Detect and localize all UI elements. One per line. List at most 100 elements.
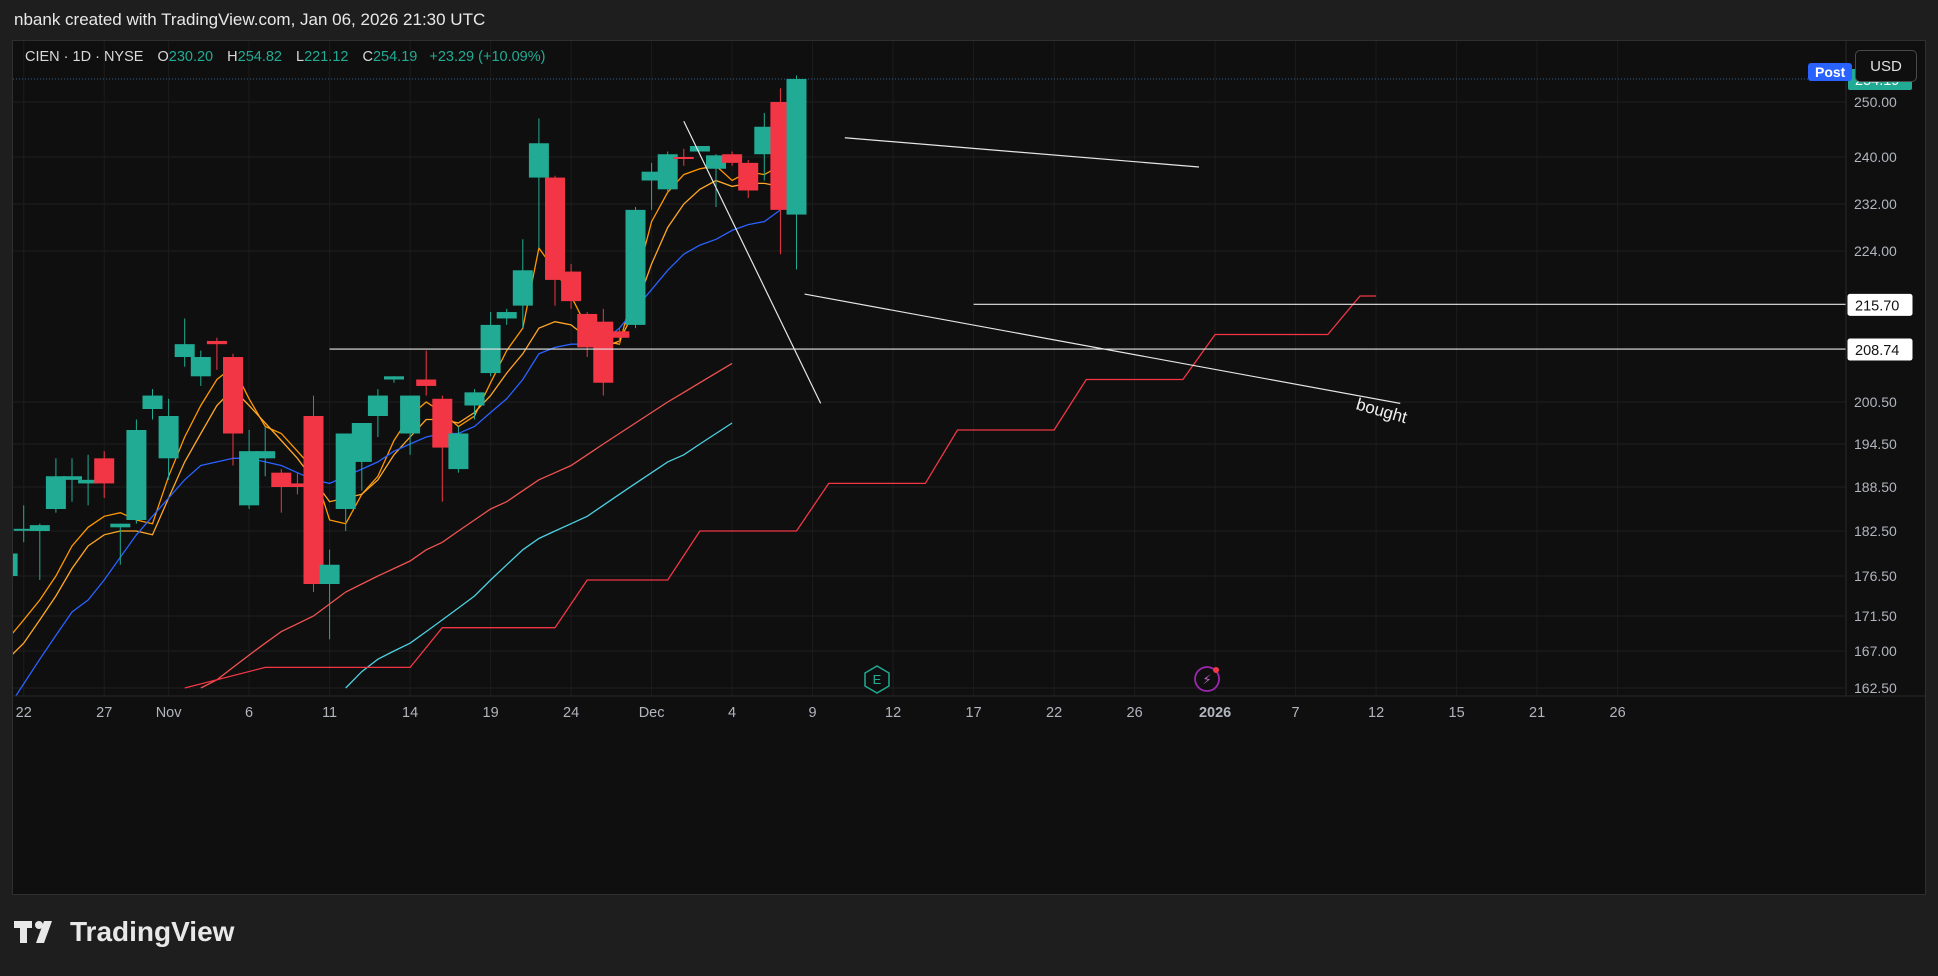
y-tick-label: 182.50 [1854, 523, 1897, 539]
candle-body [158, 416, 179, 459]
price-chart[interactable]: bought162.50167.00171.50176.50182.50188.… [13, 41, 1925, 894]
tradingview-brand-text: TradingView [70, 916, 235, 947]
candle-body [367, 395, 388, 416]
candle-body [512, 270, 533, 306]
x-tick-label: 26 [1127, 705, 1143, 721]
candle-body [641, 171, 662, 181]
change-value: +23.29 (+10.09%) [429, 49, 546, 65]
candle-body [706, 155, 726, 169]
trend-line-down [683, 120, 822, 404]
y-tick-label: 200.50 [1854, 394, 1897, 410]
candle-body [673, 157, 694, 159]
candle-body [142, 395, 163, 409]
close-label: C [362, 49, 373, 65]
high-label: H [227, 49, 238, 65]
x-tick-label: 4 [728, 705, 736, 721]
trend-line-bought [804, 293, 1401, 404]
candle-body [78, 479, 99, 484]
x-tick-label: 22 [16, 705, 32, 721]
tradingview-logo: TradingView [14, 916, 234, 948]
candle-body [528, 143, 549, 178]
close-value: 254.19 [372, 49, 418, 65]
series-line-ma_red [200, 362, 733, 689]
candle-body [448, 433, 469, 470]
candle-body [126, 430, 147, 520]
y-tick-label: 162.50 [1854, 680, 1897, 696]
candle-body [464, 392, 485, 406]
candle-body [255, 451, 276, 459]
y-tick-label: 240.00 [1854, 149, 1897, 165]
attribution-bar: nbank created with TradingView.com, Jan … [0, 0, 1938, 40]
candle-body [561, 271, 582, 302]
plot-area [13, 75, 1377, 696]
y-tick-label: 250.00 [1854, 94, 1897, 110]
currency-button[interactable]: USD [1855, 50, 1917, 82]
x-tick-label: 15 [1449, 705, 1465, 721]
candle-body [593, 321, 614, 383]
symbol-name[interactable]: CIEN · 1D · NYSE [25, 49, 144, 65]
candle-body [351, 423, 372, 462]
candle-body [738, 162, 759, 191]
candle-body [754, 126, 775, 155]
candle-body [45, 476, 66, 509]
candle-body [722, 154, 743, 163]
x-tick-label: 24 [563, 705, 579, 721]
series-line-trail_red [184, 295, 1377, 689]
candle-body [786, 78, 807, 215]
x-tick-label: 12 [885, 705, 901, 721]
candle-body [206, 340, 227, 345]
trend-line-upper [844, 137, 1200, 168]
candle-body [190, 357, 211, 377]
candle-body [287, 483, 308, 487]
candle-body [609, 331, 630, 338]
x-tick-label: 14 [402, 705, 418, 721]
candle-body [432, 398, 453, 448]
candle-body [62, 476, 82, 480]
x-tick-label: 19 [483, 705, 499, 721]
open-label: O [157, 49, 169, 65]
x-tick-label: 12 [1368, 705, 1384, 721]
event-alert-dot [1213, 667, 1220, 673]
series-line-ma_cyan [345, 422, 733, 689]
dividend-event-icon [1194, 666, 1220, 692]
candle-body [110, 523, 131, 528]
chart-panel[interactable]: bought 162.50 167.00 171.50 176.50 182.50 188.… [12, 40, 1926, 895]
x-tick-label: 21 [1529, 705, 1545, 721]
x-tick-label: 9 [809, 705, 817, 721]
y-tick-label: 194.50 [1854, 436, 1897, 452]
series-line-ema_mid [13, 154, 798, 655]
post-session-badge: Post [1808, 63, 1853, 81]
candle-body [416, 379, 437, 386]
x-tick-label: 7 [1292, 705, 1300, 721]
candle-body [625, 209, 646, 325]
currency-label: USD [1870, 57, 1902, 75]
x-tick-label: 26 [1610, 705, 1626, 721]
candle-body [271, 472, 292, 487]
y-tick-label: 188.50 [1854, 479, 1897, 495]
series-line-ma_blue [15, 209, 781, 696]
candle-body [319, 564, 340, 584]
candle-body [13, 553, 18, 576]
x-tick-label: 17 [966, 705, 982, 721]
candle-body [657, 154, 678, 190]
x-tick-label: Nov [156, 705, 183, 721]
price-line-label-box [1847, 293, 1913, 316]
low-label: L [296, 49, 305, 65]
dividend-event-label: ⚡ [1202, 673, 1211, 688]
y-tick-label: 232.00 [1854, 196, 1897, 212]
tradingview-logo-icon [14, 921, 52, 943]
x-tick-label: 22 [1046, 705, 1062, 721]
candle-body [770, 102, 791, 210]
x-tick-label: 2026 [1199, 705, 1231, 721]
y-tick-label: 224.00 [1854, 243, 1897, 259]
symbol-legend: CIEN · 1D · NYSE O230.20 H254.82 L221.12… [25, 49, 545, 65]
candle-body [13, 528, 34, 531]
high-value: 254.82 [237, 49, 282, 65]
candle-body [223, 357, 243, 434]
candle-body [384, 376, 404, 380]
candle-body [303, 416, 324, 584]
candle-body [29, 525, 50, 531]
low-value: 221.12 [304, 49, 349, 65]
y-tick-label: 167.00 [1854, 643, 1897, 659]
candle-body [496, 312, 517, 319]
